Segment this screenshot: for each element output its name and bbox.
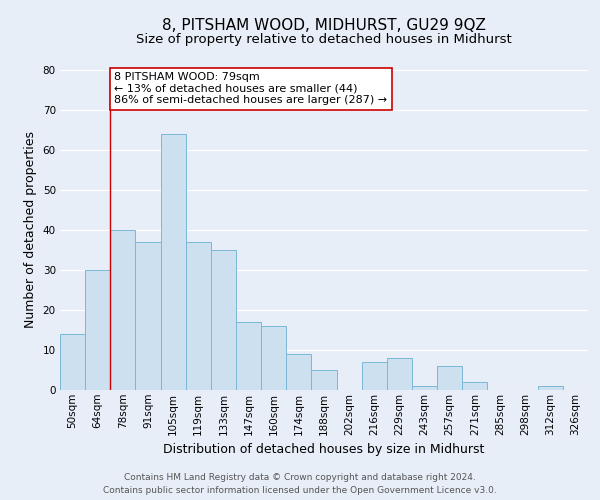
Text: 8 PITSHAM WOOD: 79sqm
← 13% of detached houses are smaller (44)
86% of semi-deta: 8 PITSHAM WOOD: 79sqm ← 13% of detached …	[114, 72, 387, 105]
Bar	[286, 354, 311, 390]
X-axis label: Distribution of detached houses by size in Midhurst: Distribution of detached houses by size …	[163, 443, 485, 456]
Text: 8, PITSHAM WOOD, MIDHURST, GU29 9QZ: 8, PITSHAM WOOD, MIDHURST, GU29 9QZ	[162, 18, 486, 32]
Bar	[437, 366, 462, 390]
Bar	[85, 270, 110, 390]
Text: Size of property relative to detached houses in Midhurst: Size of property relative to detached ho…	[136, 32, 512, 46]
Bar	[538, 386, 563, 390]
Bar	[462, 382, 487, 390]
Y-axis label: Number of detached properties: Number of detached properties	[24, 132, 37, 328]
Bar	[186, 242, 211, 390]
Bar	[110, 230, 136, 390]
Bar	[362, 362, 387, 390]
Bar	[60, 334, 85, 390]
Bar	[387, 358, 412, 390]
Bar	[236, 322, 261, 390]
Bar	[412, 386, 437, 390]
Bar	[261, 326, 286, 390]
Text: Contains HM Land Registry data © Crown copyright and database right 2024.
Contai: Contains HM Land Registry data © Crown c…	[103, 474, 497, 495]
Bar	[311, 370, 337, 390]
Bar	[136, 242, 161, 390]
Bar	[211, 250, 236, 390]
Bar	[161, 134, 186, 390]
